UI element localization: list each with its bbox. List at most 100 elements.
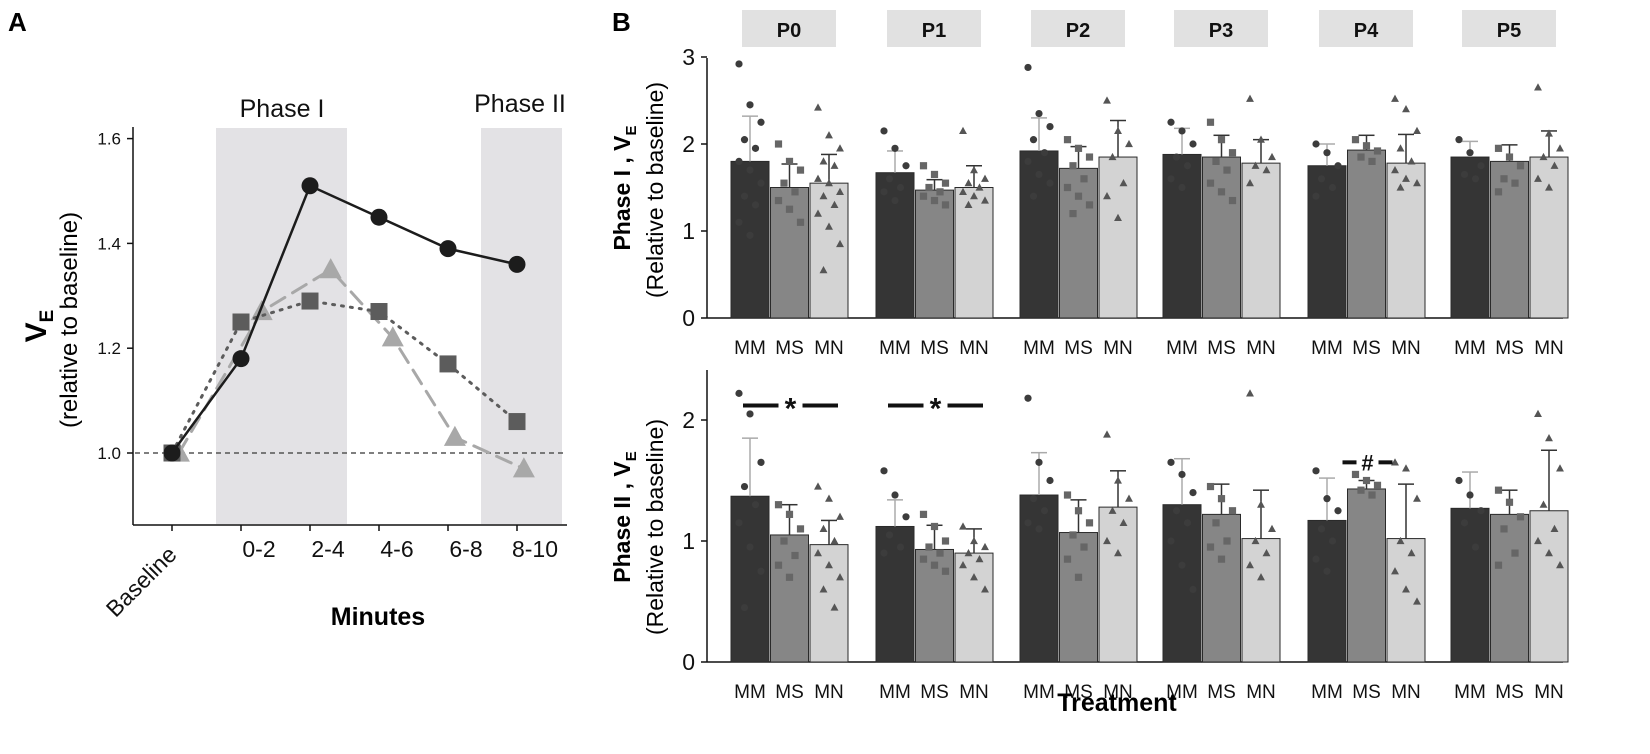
- data-point: [1534, 409, 1542, 418]
- data-point: [1183, 162, 1192, 170]
- data-point: [964, 200, 973, 209]
- data-point: [735, 519, 743, 527]
- category-label: MM: [879, 682, 911, 703]
- bar-P4-MM: [1307, 519, 1347, 663]
- category-label: MN: [959, 682, 989, 703]
- data-point: [1125, 494, 1133, 502]
- data-point: [885, 175, 894, 183]
- bar-P4-MN: [1386, 538, 1426, 663]
- data-point: [1351, 136, 1360, 144]
- data-point: [1368, 157, 1376, 165]
- bar-P1-MN: [954, 552, 994, 663]
- data-point: [836, 144, 844, 152]
- series-point-MM: [163, 444, 181, 462]
- data-point: [751, 144, 760, 152]
- facet-header-P5: [1462, 10, 1556, 47]
- data-point: [1556, 561, 1564, 569]
- data-point: [1539, 500, 1548, 508]
- data-point: [880, 549, 888, 557]
- data-point: [1402, 585, 1410, 593]
- data-point: [1178, 127, 1186, 135]
- bar-P5-MS: [1490, 160, 1529, 319]
- y-tick-label: 2: [682, 407, 695, 433]
- phase-1-y-label-2: (Relative to baseline): [642, 82, 668, 298]
- data-point: [1362, 142, 1371, 150]
- category-label: MM: [1023, 682, 1055, 703]
- data-point: [830, 536, 839, 545]
- series-point-MS: [232, 313, 250, 331]
- data-point: [1103, 430, 1111, 438]
- data-point: [740, 603, 749, 612]
- bar-P0-MM: [730, 160, 770, 319]
- data-point: [959, 561, 967, 569]
- facet-header-P2: [1031, 10, 1125, 47]
- bar-P3-MN: [1241, 162, 1281, 319]
- y-tick-label: 1.0: [97, 444, 121, 463]
- data-point: [1212, 519, 1220, 527]
- panel-a-letter: A: [8, 7, 27, 37]
- data-point: [1074, 507, 1083, 515]
- data-point: [1312, 555, 1320, 563]
- data-point: [836, 573, 844, 581]
- data-point: [925, 183, 933, 192]
- data-point: [1556, 144, 1564, 152]
- data-point: [1103, 192, 1111, 200]
- data-point: [1069, 162, 1077, 170]
- data-point: [1189, 585, 1197, 594]
- data-point: [1246, 179, 1254, 187]
- data-point: [746, 231, 754, 239]
- data-point: [975, 555, 984, 563]
- data-point: [925, 543, 933, 551]
- data-point: [1189, 489, 1197, 497]
- data-point: [891, 196, 899, 205]
- panel-a-series: [163, 177, 535, 478]
- data-point: [1108, 506, 1117, 514]
- data-point: [1550, 161, 1559, 169]
- data-point: [1085, 153, 1094, 161]
- series-point-MN: [443, 425, 466, 446]
- data-point: [1035, 458, 1043, 466]
- data-point: [880, 127, 888, 135]
- data-point: [1402, 464, 1410, 472]
- data-point: [735, 389, 743, 397]
- series-point-MN: [381, 326, 404, 347]
- data-point: [1206, 118, 1215, 126]
- data-point: [1063, 183, 1072, 192]
- data-point: [1228, 507, 1237, 515]
- data-point: [1362, 476, 1371, 485]
- data-point: [1029, 192, 1038, 200]
- data-point: [1172, 507, 1181, 515]
- category-label: MS: [1207, 682, 1236, 703]
- data-point: [1407, 157, 1416, 165]
- data-point: [757, 567, 765, 575]
- data-point: [1085, 519, 1094, 527]
- data-point: [964, 548, 973, 557]
- data-point: [1262, 548, 1271, 557]
- data-point: [740, 482, 749, 491]
- data-point: [1312, 140, 1320, 148]
- data-point: [819, 585, 828, 593]
- category-label: MS: [775, 682, 804, 703]
- series-point-MS: [301, 292, 319, 310]
- bar-P5-MM: [1450, 507, 1490, 663]
- panel-b-bar-charts: B P0 P1 P2 P3 P4 P5 0 1 2 3 MM MS MN MM MS MN MM MS MN MM M…: [609, 7, 1569, 717]
- data-point: [1516, 513, 1525, 521]
- data-point: [1246, 389, 1254, 397]
- data-point: [751, 501, 760, 509]
- data-point: [970, 192, 978, 200]
- data-point: [936, 549, 944, 557]
- data-point: [1046, 179, 1054, 187]
- data-point: [780, 537, 788, 545]
- series-point-MS: [370, 303, 388, 321]
- data-point: [1069, 210, 1077, 218]
- data-point: [757, 458, 765, 466]
- bar-P2-MN: [1098, 156, 1138, 319]
- data-point: [1228, 149, 1237, 157]
- series-point-MN: [512, 457, 535, 478]
- data-point: [1080, 175, 1088, 183]
- phase-2-band: [481, 128, 562, 524]
- data-point: [1114, 476, 1122, 484]
- data-point: [1460, 170, 1469, 179]
- data-point: [819, 157, 828, 165]
- data-point: [1029, 495, 1038, 503]
